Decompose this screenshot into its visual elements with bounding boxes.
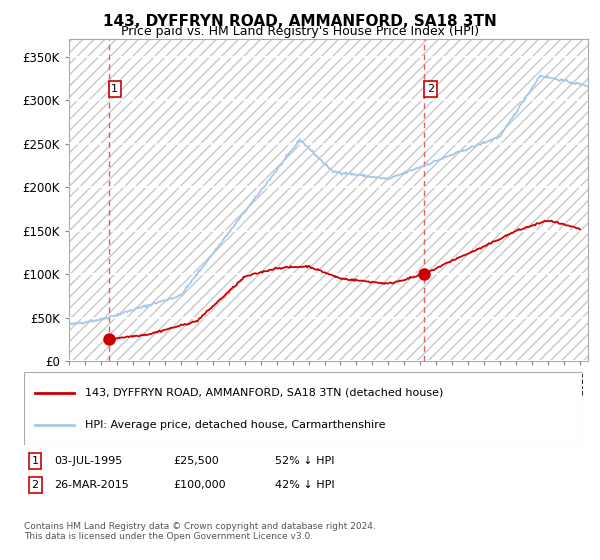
Text: 1: 1 [112,84,118,94]
Text: 52% ↓ HPI: 52% ↓ HPI [275,456,335,466]
Text: £25,500: £25,500 [173,456,218,466]
Text: Price paid vs. HM Land Registry's House Price Index (HPI): Price paid vs. HM Land Registry's House … [121,25,479,38]
Text: Contains HM Land Registry data © Crown copyright and database right 2024.
This d: Contains HM Land Registry data © Crown c… [24,522,376,542]
Text: 2: 2 [427,84,434,94]
Text: 1: 1 [32,456,38,466]
Text: 26-MAR-2015: 26-MAR-2015 [54,480,128,490]
Text: HPI: Average price, detached house, Carmarthenshire: HPI: Average price, detached house, Carm… [85,420,386,430]
Text: 03-JUL-1995: 03-JUL-1995 [54,456,122,466]
Text: 143, DYFFRYN ROAD, AMMANFORD, SA18 3TN: 143, DYFFRYN ROAD, AMMANFORD, SA18 3TN [103,14,497,29]
Text: 42% ↓ HPI: 42% ↓ HPI [275,480,335,490]
Text: 2: 2 [32,480,39,490]
Text: £100,000: £100,000 [173,480,226,490]
FancyBboxPatch shape [24,372,582,445]
Text: 143, DYFFRYN ROAD, AMMANFORD, SA18 3TN (detached house): 143, DYFFRYN ROAD, AMMANFORD, SA18 3TN (… [85,388,444,398]
